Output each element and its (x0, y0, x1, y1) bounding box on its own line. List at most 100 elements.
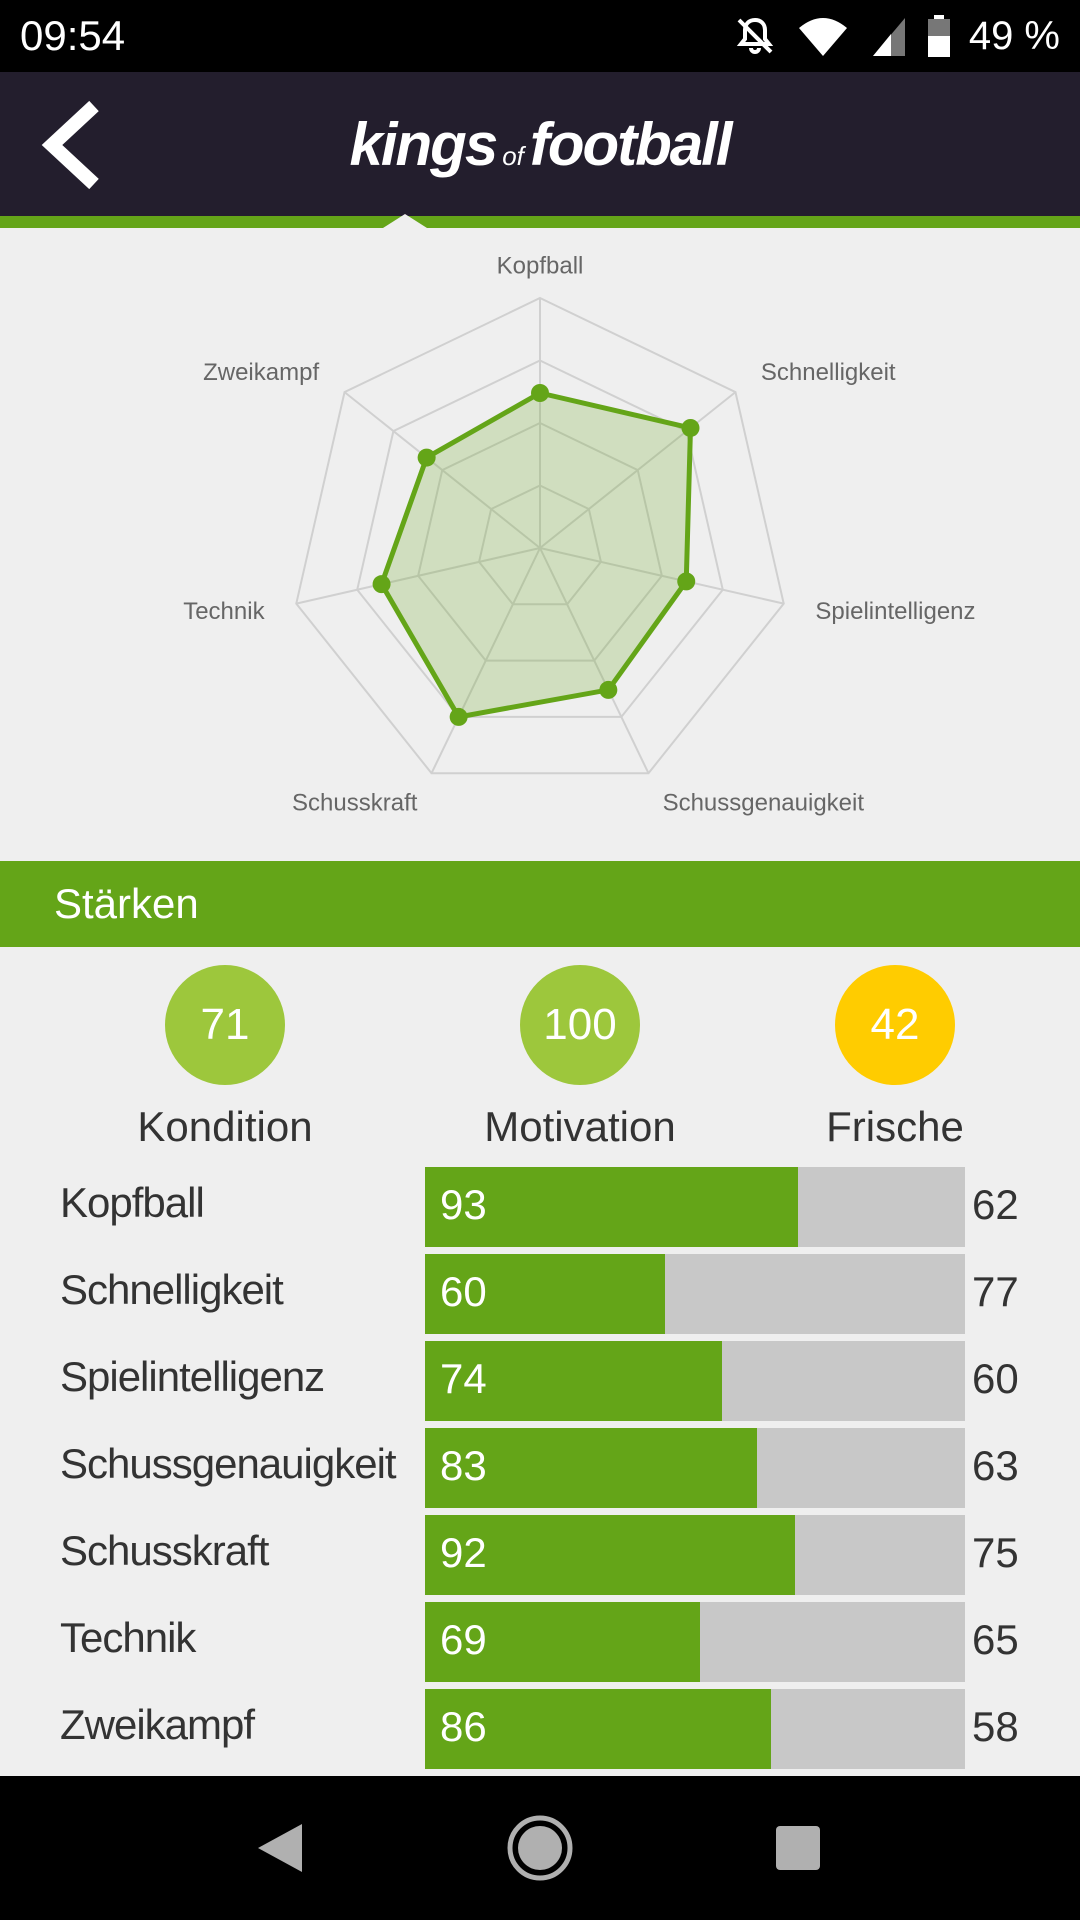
radar-axis-line (539, 391, 737, 549)
stat-bar-value: 69 (440, 1616, 487, 1663)
stat-bar-fill (425, 1428, 758, 1508)
radar-axis-label: Schussgenauigkeit (663, 790, 865, 817)
stat-bar-track: 60 (425, 1254, 965, 1334)
stat-bar-track: 86 (425, 1689, 965, 1769)
chevron-left-icon (41, 100, 99, 190)
stat-bar-track: 69 (425, 1602, 965, 1682)
stat-other-value: 75 (972, 1529, 1019, 1576)
summary-label: Kondition (137, 1103, 313, 1150)
stat-bar-track: 92 (425, 1515, 965, 1595)
summary-stat: 71 Kondition (75, 965, 375, 1151)
summary-circle: 100 (520, 965, 640, 1085)
stat-name: Schusskraft (60, 1527, 269, 1574)
stat-name: Schussgenauigkeit (60, 1440, 397, 1487)
stat-bar-value: 92 (440, 1529, 487, 1576)
section-header-strengths: Stärken (0, 861, 1080, 947)
stat-other-value: 60 (972, 1355, 1019, 1402)
radar-axis-line (343, 391, 541, 549)
status-time: 09:54 (20, 12, 126, 59)
app-logo: kings of football (0, 110, 1080, 179)
stat-bar-value: 74 (440, 1355, 487, 1402)
stat-bar-fill (425, 1167, 798, 1247)
status-icons: 49 % (733, 10, 1060, 62)
radar-grid-ring (356, 359, 724, 718)
radar-axis-line (539, 547, 650, 774)
wifi-icon (798, 18, 847, 56)
radar-axis-label: Schnelligkeit (761, 359, 896, 386)
stat-name: Technik (60, 1614, 196, 1661)
stat-bar-value: 60 (440, 1268, 487, 1315)
stat-row: Spielintelligenz 74 60 (0, 1341, 1080, 1421)
radar-chart: Kopfball Schnelligkeit Spielintelligenz Sch… (183, 253, 975, 817)
battery-percent: 49 % (968, 13, 1060, 58)
stat-other-value: 58 (972, 1703, 1019, 1750)
radar-axis-line (296, 547, 541, 605)
back-triangle-icon (258, 1824, 302, 1872)
notifications-off-icon (736, 17, 773, 54)
summary-label: Frische (826, 1103, 964, 1150)
radar-point (681, 418, 700, 437)
stat-name: Kopfball (60, 1179, 205, 1226)
radar-point (449, 707, 468, 726)
stat-name: Zweikampf (60, 1701, 255, 1748)
stat-row: Schnelligkeit 60 77 (0, 1254, 1080, 1334)
stat-bar-fill (425, 1602, 701, 1682)
logo-of: of (502, 141, 524, 171)
logo-football: football (529, 111, 733, 178)
nav-back-button[interactable] (240, 1808, 320, 1888)
stat-bar-track: 93 (425, 1167, 965, 1247)
stat-bar-fill (425, 1254, 666, 1334)
stat-name: Spielintelligenz (60, 1353, 325, 1400)
radar-point (677, 572, 696, 591)
radar-axis-line (430, 547, 541, 774)
radar-grid-ring (477, 484, 603, 606)
stat-other-value: 65 (972, 1616, 1019, 1663)
radar-grid-ring (295, 296, 785, 775)
radar-axis-label: Technik (183, 598, 265, 625)
stat-row: Kopfball 93 62 (0, 1167, 1080, 1247)
radar-axis-line (539, 547, 784, 605)
summary-circle: 71 (165, 965, 285, 1085)
radar-point (599, 680, 618, 699)
stat-row: Schussgenauigkeit 83 63 (0, 1428, 1080, 1508)
summary-circle: 42 (835, 965, 955, 1085)
radar-axis-label: Schusskraft (292, 790, 418, 817)
app-bar: kings of football (0, 72, 1080, 216)
stat-bar-fill (425, 1515, 795, 1595)
radar-axis-label: Kopfball (497, 253, 584, 280)
stat-bar-track: 83 (425, 1428, 965, 1508)
radar-grid-ring (417, 421, 663, 662)
status-bar: 09:54 49 % (0, 0, 1080, 72)
nav-home-button[interactable] (500, 1808, 580, 1888)
nav-recents-button[interactable] (758, 1808, 838, 1888)
stat-bar-value: 86 (440, 1703, 487, 1750)
stat-name: Schnelligkeit (60, 1266, 284, 1313)
radar-value-area (378, 390, 694, 720)
stat-bar-fill (425, 1341, 722, 1421)
summary-label: Motivation (484, 1103, 676, 1150)
logo-kings: kings (349, 111, 498, 178)
navigation-bar (0, 1776, 1080, 1920)
stat-bar-value: 93 (440, 1181, 487, 1228)
stat-other-value: 77 (972, 1268, 1019, 1315)
stat-row: Zweikampf 86 58 (0, 1689, 1080, 1769)
stat-bar-track: 74 (425, 1341, 965, 1421)
stat-bar-fill (425, 1689, 771, 1769)
radar-axis-label: Spielintelligenz (815, 598, 975, 625)
stat-other-value: 63 (972, 1442, 1019, 1489)
summary-stat: 100 Motivation (430, 965, 730, 1151)
radar-axis-label: Zweikampf (203, 359, 319, 386)
radar-point (372, 575, 391, 594)
header-notch (383, 214, 427, 228)
signal-icon (872, 18, 905, 56)
radar-point (417, 448, 436, 467)
stat-other-value: 62 (972, 1181, 1019, 1228)
stat-row: Technik 69 65 (0, 1602, 1080, 1682)
home-circle-icon (507, 1815, 573, 1881)
radar-point (531, 384, 549, 402)
stat-row: Schusskraft 92 75 (0, 1515, 1080, 1595)
back-button[interactable] (38, 100, 108, 190)
stat-bar-value: 83 (440, 1442, 487, 1489)
summary-stat: 42 Frische (745, 965, 1045, 1151)
recents-square-icon (776, 1826, 820, 1870)
